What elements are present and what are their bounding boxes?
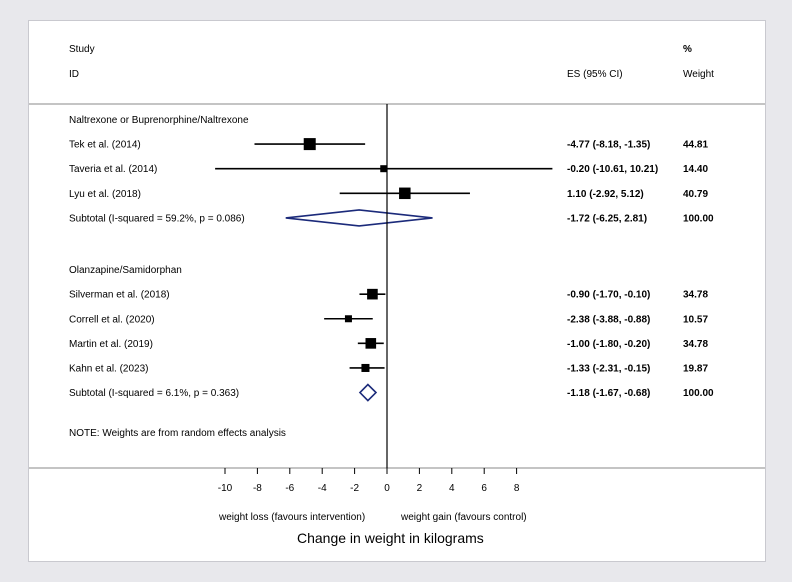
- weight-value: 44.81: [683, 140, 708, 151]
- group-label: Naltrexone or Buprenorphine/Naltrexone: [69, 115, 249, 126]
- x-tick-label: 2: [417, 483, 423, 494]
- es-ci-value: -0.20 (-10.61, 10.21): [567, 164, 658, 175]
- header-id: ID: [69, 69, 79, 80]
- study-name: Taveria et al. (2014): [69, 164, 157, 175]
- subtotal-label: Subtotal (I-squared = 59.2%, p = 0.086): [69, 213, 245, 224]
- es-ci-value: -1.33 (-2.31, -0.15): [567, 363, 650, 374]
- x-tick-label: 6: [481, 483, 487, 494]
- study-name: Tek et al. (2014): [69, 140, 141, 151]
- es-ci-value: 1.10 (-2.92, 5.12): [567, 189, 644, 200]
- effect-marker: [361, 363, 370, 372]
- forest-plot: Study ID ES (95% CI) % Weight Naltrexone…: [29, 44, 765, 546]
- weight-value: 34.78: [683, 339, 708, 350]
- left-axis-caption: weight loss (favours intervention): [218, 512, 365, 523]
- subtotal-diamond: [285, 209, 433, 227]
- effect-marker: [380, 165, 388, 173]
- header-weight: Weight: [683, 69, 714, 80]
- header-pct: %: [683, 44, 692, 55]
- effect-marker: [399, 187, 411, 200]
- study-name: Silverman et al. (2018): [69, 290, 170, 301]
- subtotal-es-ci: -1.18 (-1.67, -0.68): [567, 388, 650, 399]
- es-ci-value: -1.00 (-1.80, -0.20): [567, 339, 650, 350]
- x-tick-label: -6: [285, 483, 294, 494]
- header-study: Study: [69, 44, 95, 55]
- study-name: Lyu et al. (2018): [69, 189, 141, 200]
- x-tick-label: 4: [449, 483, 455, 494]
- x-tick-label: -8: [253, 483, 262, 494]
- note-text: NOTE: Weights are from random effects an…: [69, 428, 286, 439]
- subtotal-diamond: [358, 383, 378, 402]
- x-tick-label: -2: [350, 483, 359, 494]
- group-label: Olanzapine/Samidorphan: [69, 265, 182, 276]
- header-es: ES (95% CI): [567, 69, 623, 80]
- effect-marker: [367, 288, 378, 300]
- effect-marker: [344, 315, 352, 323]
- subtotal-es-ci: -1.72 (-6.25, 2.81): [567, 213, 647, 224]
- subtotal-weight: 100.00: [683, 213, 714, 224]
- subtotal-weight: 100.00: [683, 388, 714, 399]
- right-axis-caption: weight gain (favours control): [400, 512, 527, 523]
- study-name: Martin et al. (2019): [69, 339, 153, 350]
- x-tick-label: 8: [514, 483, 520, 494]
- study-name: Correll et al. (2020): [69, 314, 155, 325]
- effect-marker: [303, 138, 316, 151]
- chart-panel: Study ID ES (95% CI) % Weight Naltrexone…: [28, 20, 766, 562]
- subtotal-label: Subtotal (I-squared = 6.1%, p = 0.363): [69, 388, 239, 399]
- es-ci-value: -2.38 (-3.88, -0.88): [567, 314, 650, 325]
- study-name: Kahn et al. (2023): [69, 363, 149, 374]
- weight-value: 10.57: [683, 314, 708, 325]
- es-ci-value: -0.90 (-1.70, -0.10): [567, 290, 650, 301]
- x-tick-label: -10: [218, 483, 233, 494]
- weight-value: 34.78: [683, 290, 708, 301]
- weight-value: 14.40: [683, 164, 708, 175]
- x-tick-label: 0: [384, 483, 390, 494]
- effect-marker: [365, 338, 377, 349]
- x-axis-title: Change in weight in kilograms: [297, 530, 484, 546]
- weight-value: 40.79: [683, 189, 708, 200]
- x-tick-label: -4: [318, 483, 327, 494]
- es-ci-value: -4.77 (-8.18, -1.35): [567, 140, 650, 151]
- weight-value: 19.87: [683, 363, 708, 374]
